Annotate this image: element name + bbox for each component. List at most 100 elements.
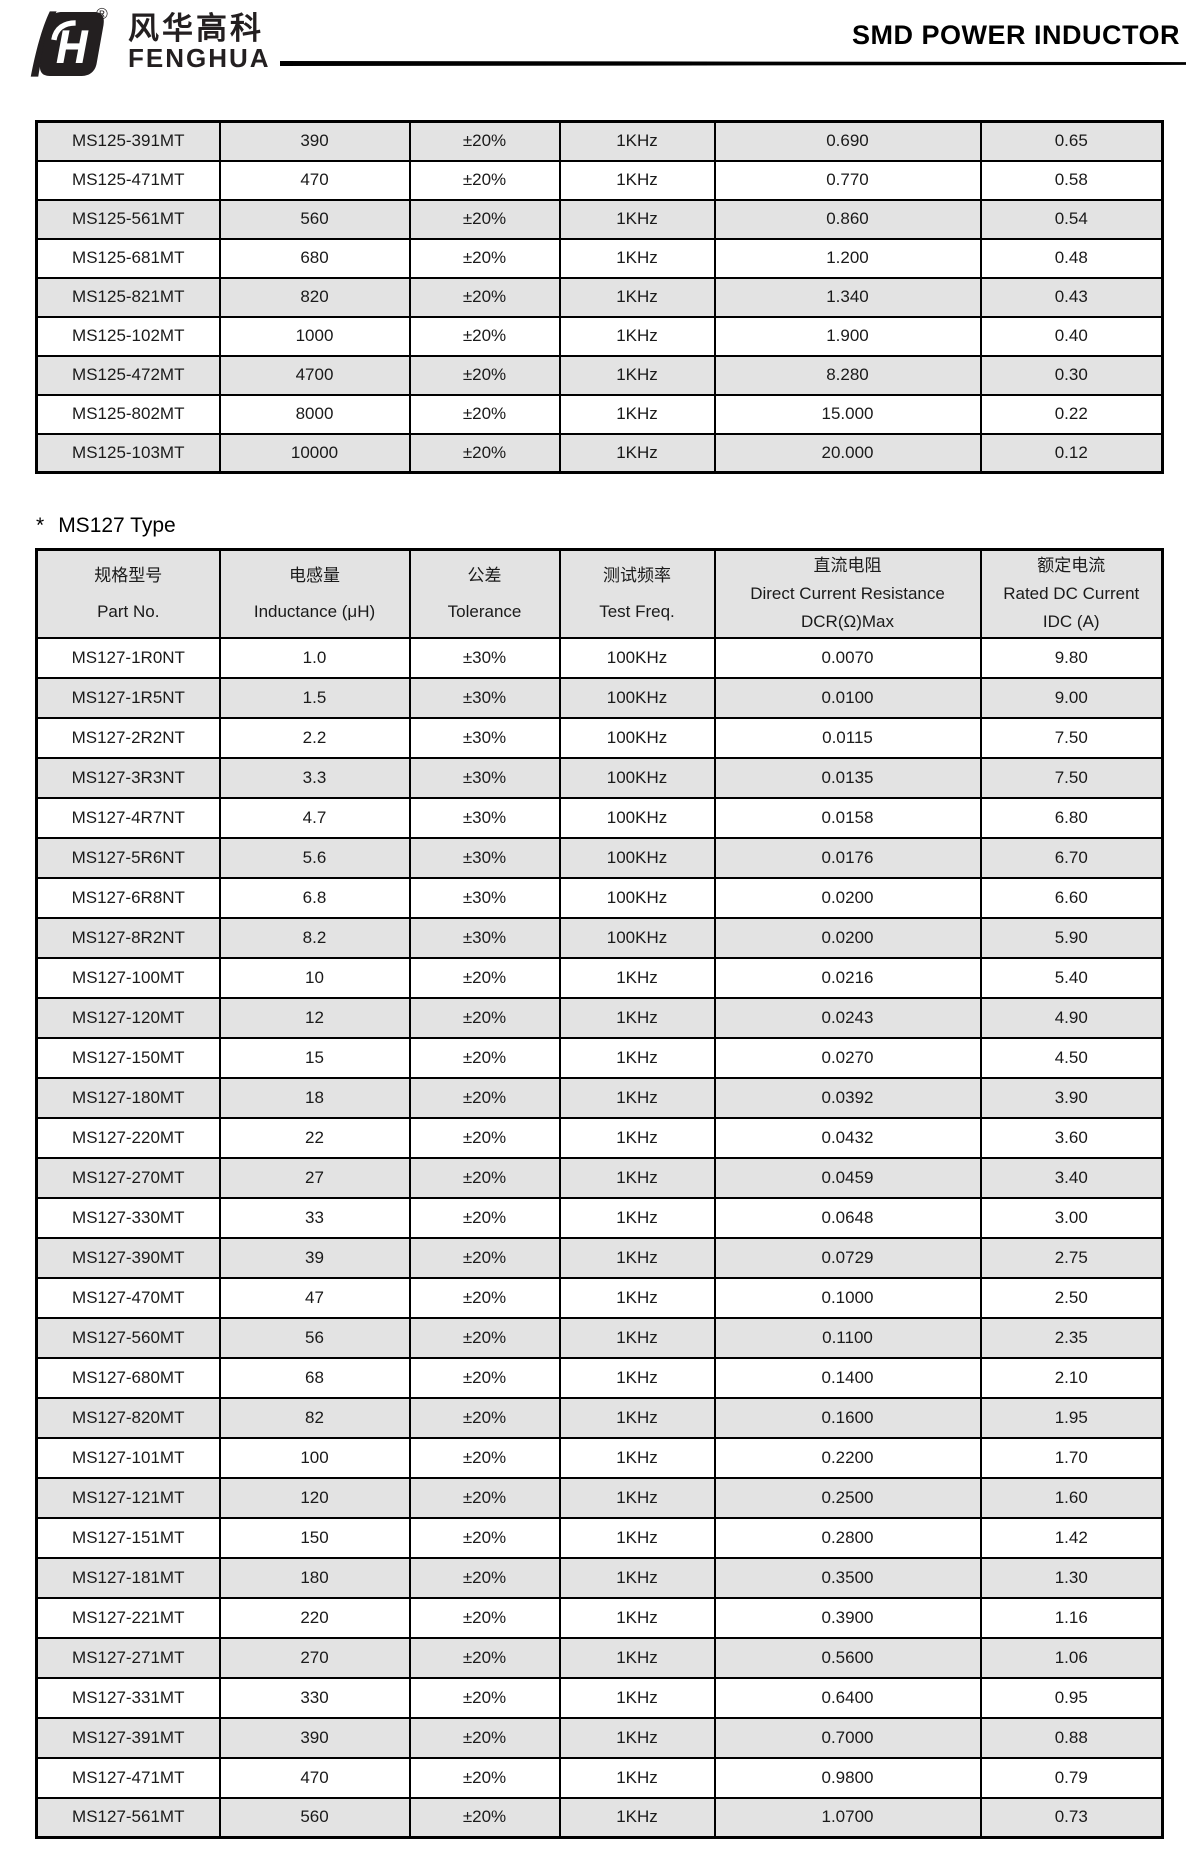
table-cell: MS127-330MT [35,1196,221,1239]
table-cell: 0.12 [979,432,1164,474]
table-cell: 0.0648 [713,1196,982,1239]
table-cell: 330 [218,1676,411,1719]
table-cell: 33 [218,1196,411,1239]
table-cell: MS125-471MT [35,159,221,201]
table-cell: MS125-103MT [35,432,221,474]
table-row: MS125-103MT 10000 ±20% 1KHz 20.000 0.12 [35,432,1164,474]
table-cell: MS127-331MT [35,1676,221,1719]
table-cell: MS127-820MT [35,1396,221,1439]
table-cell: 20.000 [713,432,982,474]
table-cell: 1KHz [558,1076,716,1119]
table-cell: ±20% [408,432,561,474]
table-cell: 8.2 [218,916,411,959]
table-cell: MS127-5R6NT [35,836,221,879]
table-cell: ±20% [408,120,561,162]
header-divider-line [280,61,1186,66]
table-cell: MS127-391MT [35,1716,221,1759]
table-row: MS127-181MT 180 ±20% 1KHz 0.3500 1.30 [35,1556,1164,1599]
table-cell: MS127-3R3NT [35,756,221,799]
table-cell: 820 [218,276,411,318]
table-row: MS125-472MT 4700 ±20% 1KHz 8.280 0.30 [35,354,1164,396]
table-row: MS125-802MT 8000 ±20% 1KHz 15.000 0.22 [35,393,1164,435]
table-cell: 5.40 [979,956,1164,999]
header-unit: IDC (A) [1042,611,1100,631]
table-cell: 0.3500 [713,1556,982,1599]
table-cell: 56 [218,1316,411,1359]
table-cell: MS127-680MT [35,1356,221,1399]
header-cn: 直流电阻 [813,555,882,575]
table-cell: 0.6400 [713,1676,982,1719]
table-cell: ±20% [408,1396,561,1439]
table-row: MS127-8R2NT 8.2 ±30% 100KHz 0.0200 5.90 [35,916,1164,959]
table-cell: MS127-150MT [35,1036,221,1079]
header-en: Part No. [97,601,160,621]
table-cell: 1KHz [558,276,716,318]
table-cell: 7.50 [979,716,1164,759]
table-cell: ±20% [408,1076,561,1119]
table-cell: 1.5 [218,676,411,719]
table-cell: ±20% [408,1556,561,1599]
table-cell: 1KHz [558,1436,716,1479]
table-cell: 1KHz [558,956,716,999]
table-cell: 7.50 [979,756,1164,799]
table-cell: 1.340 [713,276,982,318]
table-row: MS127-5R6NT 5.6 ±30% 100KHz 0.0176 6.70 [35,836,1164,879]
table-cell: 3.90 [979,1076,1164,1119]
table-cell: ±20% [408,1116,561,1159]
table-cell: MS127-471MT [35,1756,221,1799]
col-header-tolerance: 公差 Tolerance [408,548,561,639]
table-cell: 0.1100 [713,1316,982,1359]
table-cell: 4.90 [979,996,1164,1039]
table-cell: ±20% [408,1356,561,1399]
table-cell: 2.35 [979,1316,1164,1359]
table-cell: ±20% [408,1436,561,1479]
table-row: MS127-1R0NT 1.0 ±30% 100KHz 0.0070 9.80 [35,636,1164,679]
table-cell: 0.0176 [713,836,982,879]
table-cell: ±20% [408,1236,561,1279]
table-cell: MS127-101MT [35,1436,221,1479]
table-cell: 15.000 [713,393,982,435]
table-cell: 9.00 [979,676,1164,719]
table-cell: 5.90 [979,916,1164,959]
table-cell: 270 [218,1636,411,1679]
table-cell: 0.0135 [713,756,982,799]
header-en: Test Freq. [599,601,675,621]
table-cell: 470 [218,159,411,201]
table-cell: 12 [218,996,411,1039]
heading-asterisk: * [36,514,45,537]
table-cell: 1KHz [558,1356,716,1399]
table-cell: 8000 [218,393,411,435]
table-cell: MS127-270MT [35,1156,221,1199]
table-cell: 100 [218,1436,411,1479]
table-cell: MS127-4R7NT [35,796,221,839]
table-cell: 100KHz [558,636,716,679]
table-cell: 1KHz [558,1676,716,1719]
table-cell: 1KHz [558,354,716,396]
table-cell: MS125-472MT [35,354,221,396]
table-row: MS127-121MT 120 ±20% 1KHz 0.2500 1.60 [35,1476,1164,1519]
table-cell: MS127-271MT [35,1636,221,1679]
table-cell: 0.22 [979,393,1164,435]
table-cell: 4.7 [218,796,411,839]
table-cell: MS127-220MT [35,1116,221,1159]
table-row: MS125-681MT 680 ±20% 1KHz 1.200 0.48 [35,237,1164,279]
table-cell: 15 [218,1036,411,1079]
ms127-table-body: MS127-1R0NT 1.0 ±30% 100KHz 0.0070 9.80 MS127-… [35,636,1164,1839]
table-cell: 0.30 [979,354,1164,396]
table-row: MS127-330MT 33 ±20% 1KHz 0.0648 3.00 [35,1196,1164,1239]
table-cell: 0.2500 [713,1476,982,1519]
table-cell: 0.0432 [713,1116,982,1159]
table-cell: 0.0158 [713,796,982,839]
table-cell: 1KHz [558,315,716,357]
table-cell: 120 [218,1476,411,1519]
header-en: Tolerance [447,601,522,621]
table-cell: 6.8 [218,876,411,919]
table-cell: 0.58 [979,159,1164,201]
table-cell: MS125-802MT [35,393,221,435]
table-cell: 1.0700 [713,1796,982,1839]
table-row: MS125-471MT 470 ±20% 1KHz 0.770 0.58 [35,159,1164,201]
fenghua-logo-text: 风华高科 FENGHUA [128,12,271,71]
table-cell: 100KHz [558,756,716,799]
table-cell: 1KHz [558,393,716,435]
table-row: MS127-391MT 390 ±20% 1KHz 0.7000 0.88 [35,1716,1164,1759]
